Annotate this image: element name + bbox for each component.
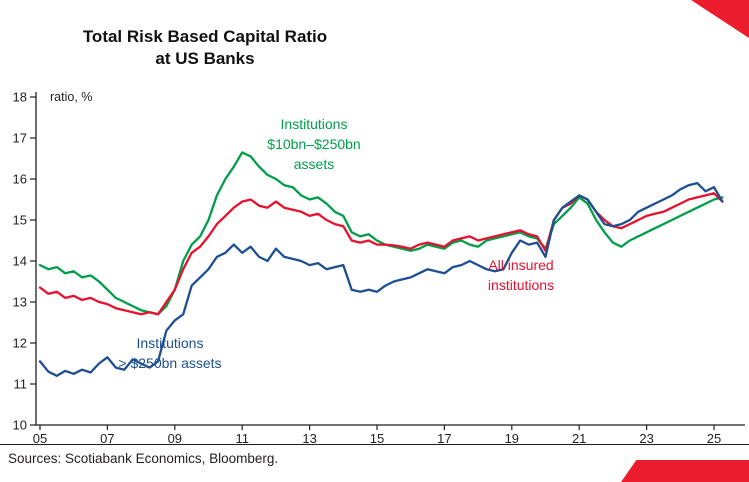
y-axis-unit-label: ratio, % [50, 90, 93, 104]
svg-text:23: 23 [639, 431, 653, 446]
annotation-large-institutions: Institutions > $250bn assets [92, 333, 248, 373]
svg-text:10: 10 [13, 418, 27, 433]
source-note: Sources: Scotiabank Economics, Bloomberg… [8, 451, 279, 466]
svg-text:19: 19 [505, 431, 519, 446]
annotation-line: All insured [488, 257, 554, 273]
footer-divider-line [0, 444, 749, 445]
svg-text:15: 15 [370, 431, 384, 446]
annotation-line: institutions [487, 277, 555, 293]
annotation-line: Institutions [280, 116, 348, 132]
annotation-line: Institutions [136, 335, 204, 351]
chart-title: Total Risk Based Capital Ratio at US Ban… [40, 26, 370, 70]
svg-text:07: 07 [100, 431, 114, 446]
chart-title-line1: Total Risk Based Capital Ratio [82, 27, 328, 46]
annotation-all-insured-institutions: All insured institutions [455, 255, 587, 295]
svg-text:16: 16 [13, 172, 27, 187]
svg-text:11: 11 [14, 377, 28, 392]
svg-text:18: 18 [13, 90, 27, 105]
svg-text:13: 13 [302, 431, 316, 446]
svg-text:09: 09 [168, 431, 182, 446]
brand-corner-bottom-decoration [621, 460, 749, 482]
svg-text:25: 25 [707, 431, 721, 446]
annotation-line: $10bn–$250bn [267, 136, 361, 152]
annotation-line: > $250bn assets [118, 355, 222, 371]
svg-text:12: 12 [13, 336, 27, 351]
svg-text:17: 17 [437, 431, 451, 446]
svg-text:15: 15 [13, 213, 27, 228]
annotation-mid-size-institutions: Institutions $10bn–$250bn assets [240, 114, 388, 174]
svg-text:13: 13 [13, 295, 27, 310]
annotation-line: assets [293, 156, 335, 172]
svg-text:17: 17 [13, 131, 27, 146]
svg-text:21: 21 [572, 431, 586, 446]
chart-title-line2: at US Banks [155, 49, 255, 68]
svg-text:11: 11 [235, 431, 249, 446]
svg-text:05: 05 [33, 431, 47, 446]
svg-text:14: 14 [13, 254, 27, 269]
